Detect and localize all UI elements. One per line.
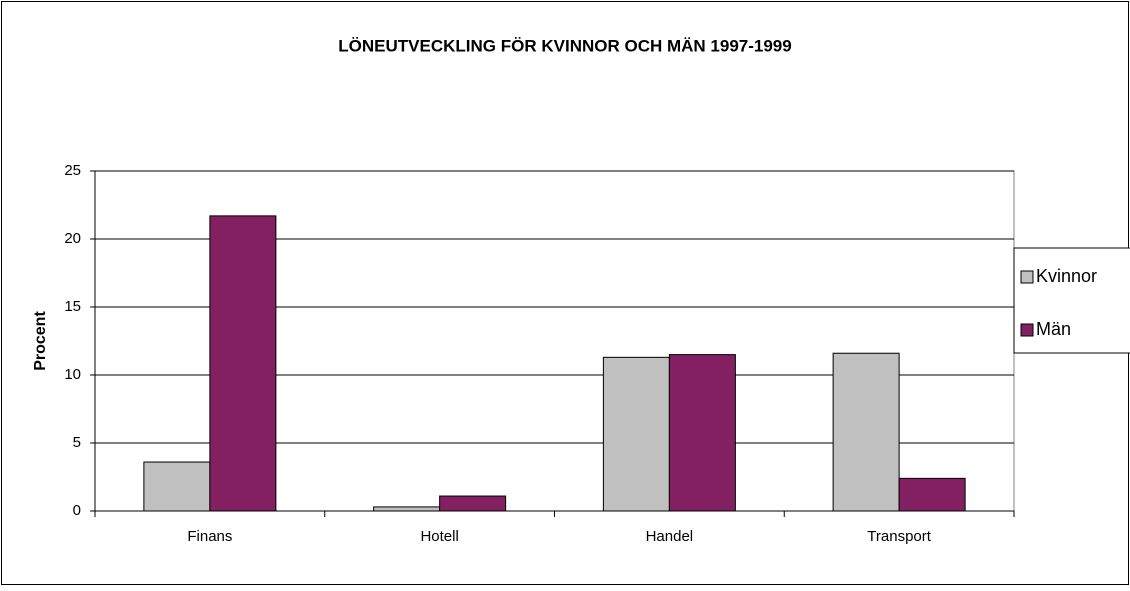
legend-swatch bbox=[1020, 270, 1034, 284]
legend-swatch bbox=[1020, 323, 1034, 337]
bar bbox=[898, 477, 966, 512]
bar bbox=[143, 461, 211, 512]
bar bbox=[373, 506, 441, 512]
y-tick-label: 5 bbox=[73, 434, 81, 451]
y-axis-label: Procent bbox=[32, 311, 49, 371]
chart-title: LÖNEUTVECKLING FÖR KVINNOR OCH MÄN 1997-… bbox=[338, 36, 791, 55]
legend-label: Män bbox=[1036, 319, 1071, 339]
y-tick-label: 25 bbox=[64, 162, 81, 179]
bar bbox=[439, 495, 507, 512]
x-tick-label: Transport bbox=[867, 528, 931, 545]
legend bbox=[1013, 247, 1130, 354]
x-tick-label: Finans bbox=[187, 528, 232, 545]
y-tick-label: 15 bbox=[64, 298, 81, 315]
x-tick-label: Hotell bbox=[420, 528, 458, 545]
bar bbox=[832, 352, 900, 512]
bar bbox=[602, 356, 670, 512]
y-tick-label: 0 bbox=[73, 502, 81, 519]
legend-label: Kvinnor bbox=[1036, 266, 1097, 286]
bar bbox=[209, 215, 277, 512]
y-tick-label: 10 bbox=[64, 366, 81, 383]
bar bbox=[668, 354, 736, 512]
x-tick-label: Handel bbox=[646, 528, 694, 545]
y-tick-label: 20 bbox=[64, 230, 81, 247]
